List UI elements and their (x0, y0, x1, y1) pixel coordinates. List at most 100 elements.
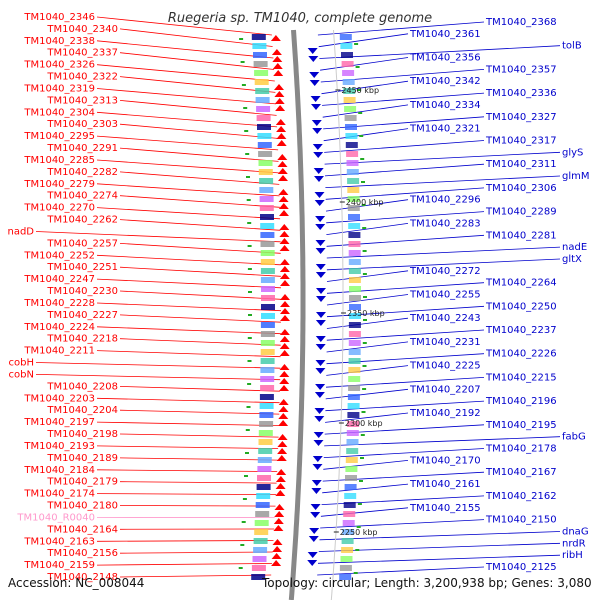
feature-block (348, 259, 361, 265)
gc-mark (356, 89, 361, 91)
reverse-gene-arrow (307, 48, 318, 54)
forward-gene-label: TM1040_2279 (23, 179, 95, 190)
forward-gene-arrow (278, 189, 289, 195)
feature-block (348, 367, 361, 373)
reverse-leader-line (321, 80, 409, 95)
feature-block (347, 187, 360, 193)
feature-block (261, 313, 275, 319)
forward-leader-line (119, 28, 273, 47)
forward-gene-label: TM1040_2204 (46, 405, 118, 416)
forward-gene-label: TM1040_2295 (23, 131, 95, 142)
reverse-leader-line (320, 57, 409, 71)
reverse-gene-arrow (315, 360, 326, 366)
feature-block (257, 133, 272, 139)
forward-gene-label: TM1040_2257 (46, 238, 118, 249)
forward-gene-label: TM1040_2313 (46, 95, 118, 106)
scale-tick-label: 2450 kbp (341, 86, 379, 95)
reverse-gene-arrow (311, 480, 322, 486)
forward-gene-arrow (271, 49, 282, 55)
forward-gene-arrow (279, 329, 290, 335)
reverse-leader-line (318, 33, 409, 48)
feature-block (253, 538, 268, 544)
forward-gene-arrow (279, 385, 289, 391)
forward-gene-arrow (274, 504, 285, 510)
forward-gene-arrow (279, 231, 290, 237)
gc-mark (355, 66, 360, 68)
feature-block (348, 250, 361, 256)
reverse-gene-label: TM1040_2196 (485, 396, 557, 407)
reverse-gene-label: TM1040_2162 (485, 491, 557, 502)
feature-block (257, 457, 272, 463)
forward-leader-line (96, 278, 282, 289)
reverse-gene-arrow (313, 168, 324, 174)
forward-gene-arrow (276, 140, 287, 146)
reverse-gene-label: fabG (562, 432, 586, 443)
gc-mark (239, 38, 244, 40)
reverse-gene-label: TM1040_2167 (485, 467, 557, 478)
feature-block (348, 322, 361, 328)
forward-gene-arrow (277, 448, 288, 454)
reverse-gene-label: TM1040_2178 (485, 444, 557, 455)
feature-block (255, 511, 270, 517)
feature-block (256, 493, 271, 499)
forward-gene-arrow (276, 126, 287, 132)
forward-leader-line (96, 563, 273, 566)
forward-gene-label: TM1040_2262 (46, 215, 118, 226)
feature-block (258, 448, 273, 454)
forward-leader-line (35, 231, 281, 243)
reverse-leader-line (320, 507, 409, 517)
reverse-gene-arrow (315, 384, 326, 390)
feature-block (344, 493, 357, 499)
feature-block (339, 574, 352, 580)
reverse-leader-line (322, 483, 409, 494)
forward-gene-label: TM1040_2319 (23, 84, 95, 95)
reverse-gene-label: dnaG (562, 527, 589, 538)
reverse-gene-arrow (311, 120, 322, 126)
forward-gene-arrow (273, 525, 284, 531)
forward-gene-label: nadD (7, 227, 34, 238)
reverse-leader-lines (317, 21, 561, 576)
feature-block (259, 403, 274, 409)
gc-mark (246, 199, 251, 201)
forward-gene-arrow (277, 441, 288, 447)
reverse-gene-label: nadE (562, 242, 587, 253)
feature-block (342, 70, 355, 76)
gc-mark (355, 549, 360, 551)
feature-block (347, 394, 360, 400)
reverse-gene-arrow (315, 320, 326, 326)
gc-mark (362, 273, 367, 275)
forward-gene-arrow (272, 539, 283, 545)
feature-block (345, 124, 357, 130)
reverse-gene-arrow (314, 408, 325, 414)
reverse-gene-label: TM1040_2215 (485, 372, 557, 383)
feature-block (260, 367, 275, 373)
gc-mark (362, 250, 367, 252)
forward-gene-arrow (280, 301, 290, 307)
reverse-gene-arrow (310, 512, 321, 518)
feature-block (343, 88, 356, 94)
gc-mark (246, 176, 250, 178)
reverse-gene-arrow (312, 456, 323, 462)
forward-gene-arrow (272, 546, 283, 552)
forward-gene-label: TM1040_2156 (46, 548, 118, 559)
gc-mark (247, 268, 252, 270)
feature-block (260, 223, 275, 229)
gc-mark (240, 61, 245, 63)
feature-block (260, 214, 274, 220)
reverse-leader-line (324, 151, 561, 165)
gc-mark (248, 291, 252, 293)
reverse-gene-arrow (313, 432, 324, 438)
reverse-leader-line (326, 329, 485, 341)
forward-gene-arrow (278, 406, 289, 412)
forward-gene-arrow (279, 259, 290, 265)
feature-block (348, 358, 361, 364)
gc-mark (359, 135, 364, 137)
forward-leader-line (96, 159, 279, 174)
forward-gene-label: TM1040_2274 (46, 191, 118, 202)
feature-block (254, 70, 269, 76)
forward-leader-line (119, 100, 277, 116)
forward-gene-arrow (271, 560, 282, 566)
gc-mark (245, 429, 250, 431)
feature-block (347, 196, 360, 202)
